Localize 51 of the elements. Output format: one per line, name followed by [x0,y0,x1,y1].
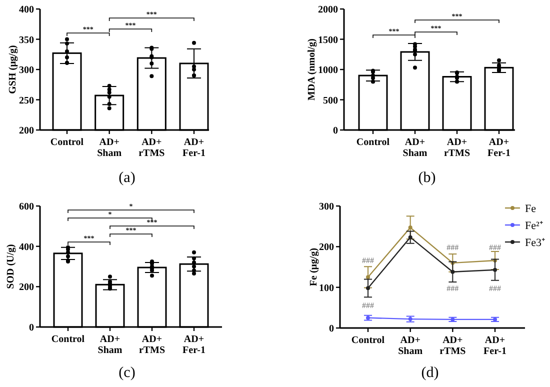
y-tick-label: 100 [319,282,334,294]
x-tick-label: AD+ Sham [402,137,428,159]
annotation: ### [362,256,374,265]
y-tick-label: 1500 [318,34,338,46]
y-tick-label: 0 [29,322,34,334]
x-tick-label: AD+ Fer-1 [182,334,206,356]
y-tick-label: 200 [319,242,334,254]
x-tick-label: AD+ Fer-1 [488,137,510,159]
y-tick-label: 200 [19,126,34,136]
x-tick-label: AD+ Sham [98,334,123,356]
x-tick-label: Control [356,137,390,148]
y-axis-title: SOD (U/g) [6,244,16,289]
annotation: ### [489,242,501,252]
legend-label: Fe [525,202,536,215]
x-tick-label: Control [51,334,85,345]
legend-label: Fe3⁺ [525,236,546,249]
x-tick-label: Control [351,335,385,346]
y-tick-label: 400 [19,242,34,253]
y-tick-label: 600 [19,202,34,212]
text: (b) [418,170,436,186]
y-tick-label: 0 [333,126,338,136]
y-tick-label: 350 [19,34,34,46]
x-tick-label: AD+ rTMS [138,137,166,159]
text: (d) [421,365,439,381]
annotation: ### [446,242,459,252]
y-tick-label: 500 [323,95,338,106]
legend-label: Fe²⁺ [525,220,544,232]
text: (c) [118,365,136,381]
y-axis-title: GSH (μg/g) [8,45,18,94]
x-tick-label: AD+ Fer-1 [182,137,206,159]
x-tick-label: AD+ Fer-1 [484,335,506,357]
x-tick-label: AD+ Sham [97,137,122,159]
annotation: ### [362,300,374,310]
y-tick-label: 200 [19,282,34,294]
text: (a) [118,170,136,186]
y-tick-label: 300 [319,202,334,212]
x-tick-label: AD+ Sham [398,335,424,357]
annotation: ### [489,284,501,293]
y-tick-label: 300 [19,65,34,76]
y-tick-label: 1000 [318,65,338,76]
y-tick-label: 250 [19,95,34,106]
y-tick-label: 0 [329,324,334,334]
x-tick-label: AD+ rTMS [138,334,166,356]
y-axis-title: MDA (nmol/g) [306,38,318,100]
x-tick-label: AD+ rTMS [444,137,470,159]
annotation: ### [446,284,459,293]
y-tick-label: 2000 [318,4,338,16]
x-tick-label: Control [50,137,84,148]
x-tick-label: AD+ rTMS [440,335,466,357]
y-axis-title: Fe (μg/g) [308,248,320,286]
y-tick-label: 400 [19,4,34,16]
